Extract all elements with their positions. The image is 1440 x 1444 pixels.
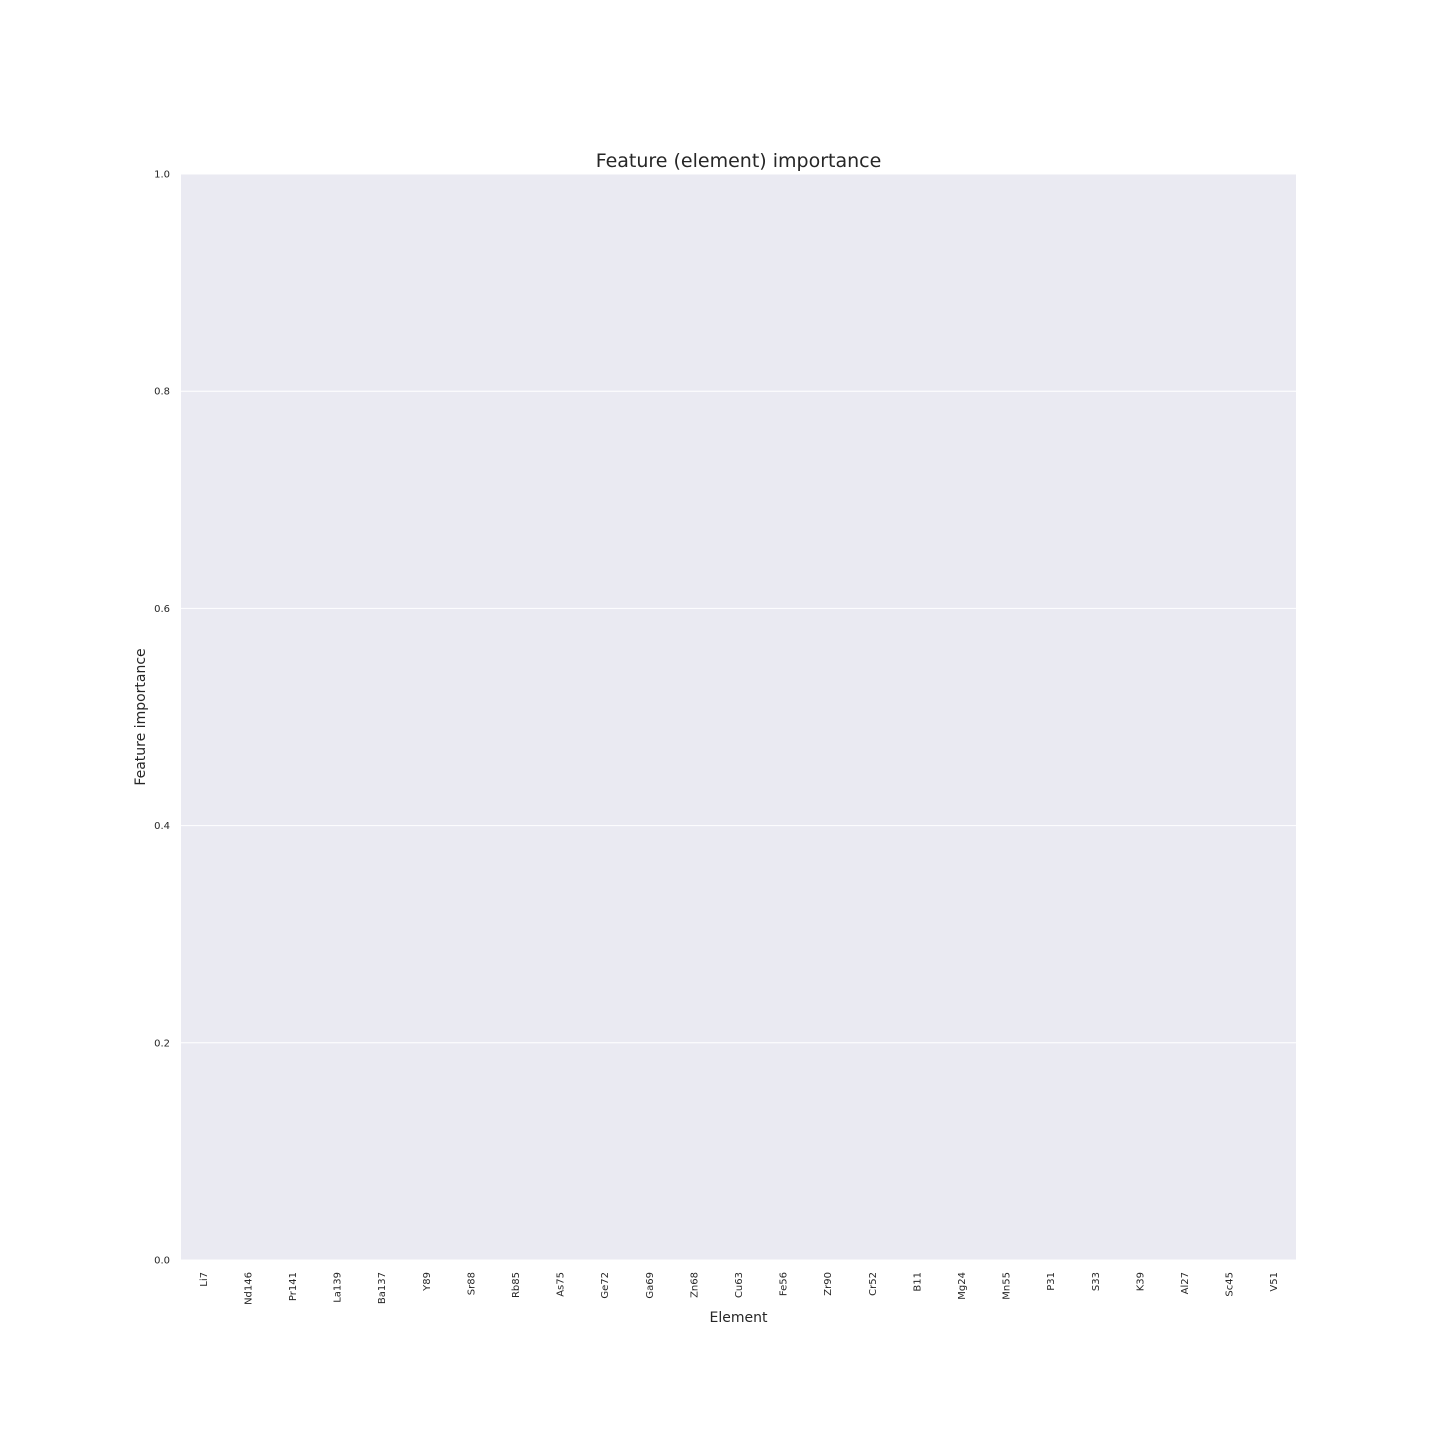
x-tick-label: Zr90	[823, 1272, 834, 1296]
x-tick-label: V51	[1269, 1272, 1280, 1292]
x-tick-label: Cu63	[734, 1272, 745, 1298]
x-tick-label: Mg24	[957, 1272, 968, 1300]
x-tick-label: Li7	[199, 1272, 210, 1287]
x-tick-label: Pr141	[288, 1272, 299, 1301]
x-tick-label: Zn68	[689, 1272, 700, 1298]
y-tick-label: 1.0	[154, 170, 170, 181]
y-tick-label: 0.6	[154, 604, 170, 615]
x-tick-label: Sr88	[466, 1272, 477, 1295]
y-tick-label: 0.2	[154, 1038, 170, 1049]
x-tick-label: B11	[912, 1272, 923, 1292]
x-tick-label: Mn55	[1002, 1272, 1013, 1300]
x-tick-label: As75	[556, 1272, 567, 1297]
x-tick-label: P31	[1046, 1272, 1057, 1291]
x-tick-label: Cr52	[868, 1272, 879, 1296]
x-tick-label: Ba137	[377, 1272, 388, 1304]
y-tick-label: 0.0	[154, 1256, 170, 1267]
x-tick-label: Sc45	[1225, 1272, 1236, 1297]
x-tick-label: Y89	[422, 1272, 433, 1292]
x-tick-label: K39	[1135, 1272, 1146, 1291]
x-tick-label: Al27	[1180, 1272, 1191, 1294]
x-tick-label: La139	[333, 1272, 344, 1303]
x-tick-label: S33	[1091, 1272, 1102, 1291]
chart-title: Feature (element) importance	[596, 150, 882, 172]
x-tick-label: Nd146	[243, 1272, 254, 1305]
x-axis-label: Element	[710, 1310, 768, 1326]
plot-area	[181, 174, 1296, 1260]
y-axis-label: Feature importance	[133, 648, 149, 785]
y-tick-label: 0.8	[154, 387, 170, 398]
x-tick-label: Rb85	[511, 1272, 522, 1298]
x-tick-label: Fe56	[779, 1272, 790, 1296]
x-tick-label: Ga69	[645, 1272, 656, 1299]
y-tick-labels: 0.0 0.2 0.4 0.6 0.8 1.0	[154, 170, 170, 1267]
x-tick-label: Ge72	[600, 1272, 611, 1299]
grid-lines	[181, 173, 1296, 1261]
x-tick-labels: Li7 Nd146 Pr141 La139 Ba137 Y89 Sr88 Rb85 As75 Ge…	[199, 1272, 1280, 1305]
y-tick-label: 0.4	[154, 821, 170, 832]
